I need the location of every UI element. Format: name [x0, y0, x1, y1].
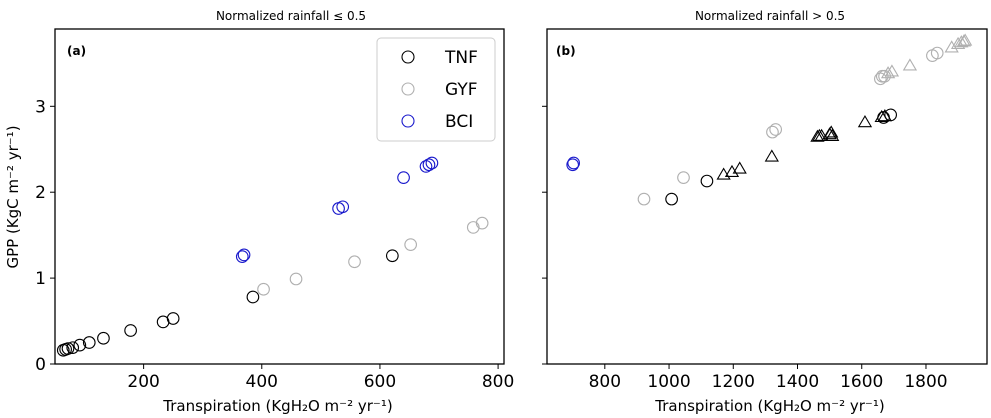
- point-a-s2-1: [237, 248, 251, 262]
- point-b-s2-3: [769, 123, 783, 136]
- point-b-s0-1: [700, 174, 714, 188]
- x-tick-label: 400: [246, 372, 278, 392]
- point-a-s2-0: [235, 250, 249, 263]
- point-b-s1-3: [764, 149, 779, 162]
- x-tick-label: 1800: [904, 372, 947, 392]
- y-tick-label: 3: [35, 97, 46, 117]
- legend-label-tnf: TNF: [444, 48, 478, 68]
- point-a-s0-6: [97, 331, 110, 345]
- point-b-s1-9: [825, 128, 840, 141]
- panel-a-label: (a): [67, 44, 86, 58]
- x-tick-label: 1600: [840, 372, 883, 392]
- y-tick-label: 0: [35, 355, 46, 375]
- point-b-s1-11: [874, 109, 889, 123]
- point-a-s0-5: [82, 336, 96, 349]
- point-b-s3-0: [880, 66, 896, 79]
- point-b-s3-7: [958, 33, 973, 46]
- panel-b: Normalized rainfall > 0.5 800 1000 1200 140…: [542, 9, 988, 415]
- point-b-s3-6: [956, 34, 972, 47]
- point-b-s1-4: [810, 129, 825, 142]
- panel-a-xlabel: Transpiration (KgH₂O m⁻² yr⁻¹): [162, 397, 392, 415]
- point-b-s2-1: [677, 171, 690, 184]
- point-a-s0-2: [61, 342, 75, 355]
- panel-b-label: (b): [556, 44, 576, 58]
- point-b-s3-1: [884, 64, 900, 77]
- legend-marker-gyf: [401, 82, 415, 96]
- panel-a-frame: [54, 28, 505, 365]
- point-b-s0-0: [665, 192, 678, 206]
- point-a-s0-7: [124, 324, 137, 337]
- point-b-s3-2: [902, 58, 918, 71]
- x-tick-label: 800: [482, 372, 514, 392]
- point-b-s3-5: [954, 35, 969, 48]
- point-a-s2-5: [419, 160, 433, 173]
- point-b-s4-1: [567, 156, 581, 170]
- panel-b-title: Normalized rainfall > 0.5: [695, 9, 845, 23]
- point-b-s1-0: [716, 167, 731, 180]
- point-a-s2-6: [422, 158, 436, 172]
- point-a-s1-0: [257, 282, 270, 296]
- point-a-s0-3: [66, 341, 80, 355]
- point-a-s0-9: [166, 312, 180, 325]
- x-tick-label: 200: [127, 372, 159, 392]
- point-a-s1-1: [289, 272, 303, 286]
- legend-marker-bci: [401, 114, 415, 128]
- legend: TNF GYF BCI: [376, 37, 496, 142]
- point-a-s2-3: [336, 200, 350, 214]
- x-tick-label: 1200: [712, 372, 755, 392]
- panel-a-ylabel: GPP (KgC m⁻² yr⁻¹): [4, 125, 22, 268]
- point-b-s2-0: [637, 192, 651, 206]
- legend-marker-tnf: [401, 50, 415, 64]
- point-b-s1-2: [732, 161, 747, 174]
- point-a-s0-10: [246, 290, 260, 304]
- point-a-s2-4: [397, 171, 410, 184]
- legend-label-bci: BCI: [445, 112, 473, 132]
- panel-a: Normalized rainfall ≤ 0.5 200 400 600 800 0 1…: [4, 9, 514, 415]
- point-b-s4-0: [566, 158, 580, 172]
- point-a-s1-3: [404, 238, 418, 251]
- point-b-s3-4: [950, 36, 966, 50]
- point-a-s1-4: [466, 221, 480, 234]
- point-a-s1-5: [475, 216, 489, 230]
- point-b-s2-2: [766, 125, 779, 139]
- point-a-s0-4: [73, 338, 87, 352]
- panel-b-frame: [546, 28, 988, 365]
- point-a-s1-2: [348, 255, 361, 269]
- x-tick-label: 600: [364, 372, 396, 392]
- panel-a-title: Normalized rainfall ≤ 0.5: [216, 9, 366, 23]
- x-tick-label: 800: [589, 372, 621, 392]
- point-a-s0-11: [385, 249, 399, 263]
- point-a-s2-7: [425, 156, 439, 170]
- y-tick-label: 2: [35, 183, 46, 203]
- point-b-s1-10: [857, 115, 873, 128]
- point-b-s1-12: [877, 109, 893, 122]
- panel-b-xlabel: Transpiration (KgH₂O m⁻² yr⁻¹): [654, 397, 884, 415]
- point-b-s1-8: [824, 125, 839, 138]
- x-tick-label: 1400: [776, 372, 819, 392]
- legend-label-gyf: GYF: [445, 80, 478, 100]
- point-b-s1-6: [814, 128, 829, 141]
- point-b-s2-8: [930, 46, 944, 60]
- x-tick-label: 1000: [647, 372, 690, 392]
- y-tick-label: 1: [35, 269, 46, 289]
